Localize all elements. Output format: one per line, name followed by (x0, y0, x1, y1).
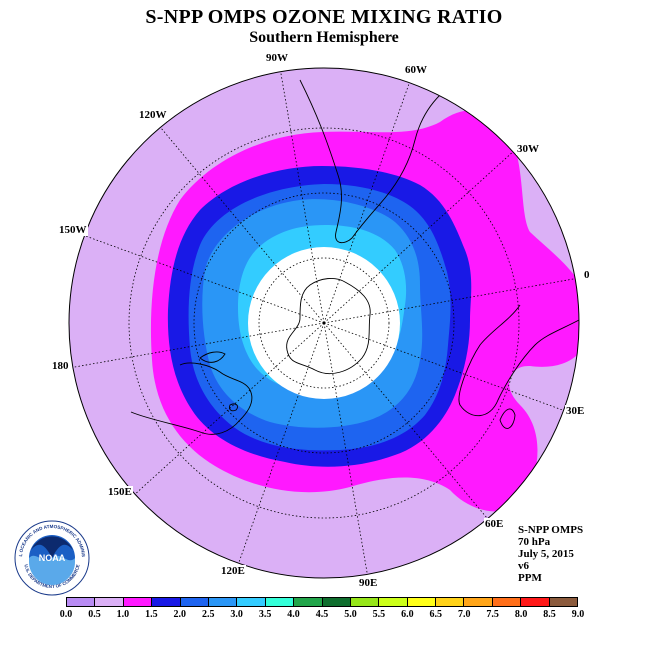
logo-text: NOAA (39, 553, 66, 563)
color-scale-tick-label: 8.0 (514, 609, 528, 620)
info-pressure-level: 70 hPa (518, 536, 551, 548)
lon-label-60w: 60W (404, 64, 428, 76)
map-title: S-NPP OMPS OZONE MIXING RATIO (145, 6, 503, 28)
lon-label-30w: 30W (516, 143, 540, 155)
color-scale-segment (123, 598, 153, 606)
color-scale-segment (152, 598, 181, 606)
color-scale-segment (464, 598, 493, 606)
south-pole-marker (322, 321, 326, 325)
info-instrument: S-NPP OMPS (518, 524, 584, 536)
color-scale-ticks: 0.0 0.5 1.0 1.5 2.0 2.5 3.0 3.5 4.0 4.5 5.0 5.5 6.0 6… (0, 609, 648, 623)
color-scale-tick-label: 2.0 (173, 609, 187, 620)
color-scale-segment (265, 598, 295, 606)
color-scale-segment (180, 598, 209, 606)
lon-label-120e: 120E (220, 565, 246, 577)
color-scale-segment (237, 598, 266, 606)
color-scale-bar (66, 597, 578, 607)
product-info: S-NPP OMPS 70 hPa July 5, 2015 v6 PPM (518, 524, 583, 584)
color-scale-segment (492, 598, 522, 606)
color-scale-tick-label: 0.0 (59, 609, 73, 620)
lon-label-150w: 150W (58, 224, 88, 236)
color-scale-tick-label: 6.5 (429, 609, 443, 620)
color-scale-tick-label: 7.0 (457, 609, 471, 620)
lon-label-180: 180 (51, 360, 70, 372)
color-scale-segment (350, 598, 380, 606)
info-date: July 5, 2015 (518, 548, 574, 560)
color-scale-tick-label: 1.5 (145, 609, 158, 620)
color-scale-tick-label: 1.0 (116, 609, 130, 620)
lon-label-150e: 150E (107, 486, 133, 498)
lon-label-120w: 120W (138, 109, 168, 121)
color-scale-tick-label: 5.5 (372, 609, 386, 620)
color-scale-segment (379, 598, 408, 606)
color-scale-segment (521, 598, 550, 606)
color-scale-segment (322, 598, 351, 606)
color-scale-segment (294, 598, 323, 606)
lon-label-30e: 30E (565, 405, 586, 417)
color-scale-tick-label: 3.5 (258, 609, 272, 620)
lon-label-0: 0 (583, 269, 591, 281)
color-scale-segment (208, 598, 238, 606)
color-scale-tick-label: 9.0 (571, 609, 585, 620)
color-scale-segment (436, 598, 465, 606)
info-version: v6 (518, 560, 529, 572)
lon-label-90e: 90E (358, 577, 379, 589)
color-scale-tick-label: 4.5 (315, 609, 329, 620)
map-border (68, 67, 580, 579)
color-scale-tick-label: 8.5 (543, 609, 556, 620)
color-scale-segment (95, 598, 124, 606)
color-scale-segment (549, 598, 578, 606)
lon-label-60e: 60E (484, 518, 505, 530)
color-scale-tick-label: 4.0 (287, 609, 300, 620)
info-units: PPM (518, 572, 542, 584)
color-scale-tick-label: 6.0 (401, 609, 414, 620)
color-scale-segment (67, 598, 96, 606)
color-scale-tick-label: 0.5 (88, 609, 101, 620)
color-scale-tick-label: 5.0 (344, 609, 357, 620)
map-subtitle: Southern Hemisphere (249, 29, 399, 46)
graticule (69, 68, 579, 578)
color-scale-tick-label: 2.5 (201, 609, 215, 620)
color-scale-tick-label: 3.0 (230, 609, 243, 620)
color-scale-segment (407, 598, 437, 606)
coastlines (130, 79, 579, 435)
lon-label-90w: 90W (265, 52, 289, 64)
noaa-logo: NATIONAL OCEANIC AND ATMOSPHERIC ADMINIS… (14, 520, 90, 596)
color-scale-tick-label: 7.5 (486, 609, 499, 620)
